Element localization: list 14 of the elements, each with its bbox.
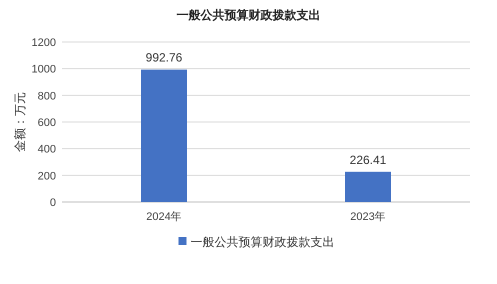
x-tick-label: 2024年: [146, 211, 182, 223]
chart-title: 一般公共预算财政拨款支出: [176, 8, 320, 22]
y-tick-label: 800: [38, 90, 56, 102]
y-axis-title: 金额：万元: [13, 92, 27, 152]
x-tick-label: 2023年: [350, 211, 386, 223]
y-tick-label: 200: [38, 170, 56, 182]
y-tick-label: 0: [50, 197, 56, 209]
y-tick-label: 1000: [32, 64, 56, 76]
y-tick-label: 600: [38, 117, 56, 129]
data-label: 992.76: [146, 50, 183, 65]
y-tick-label: 1200: [32, 37, 56, 49]
y-tick-label: 400: [38, 144, 56, 156]
data-label: 226.41: [350, 152, 387, 167]
legend-label: 一般公共预算财政拨款支出: [190, 235, 334, 249]
